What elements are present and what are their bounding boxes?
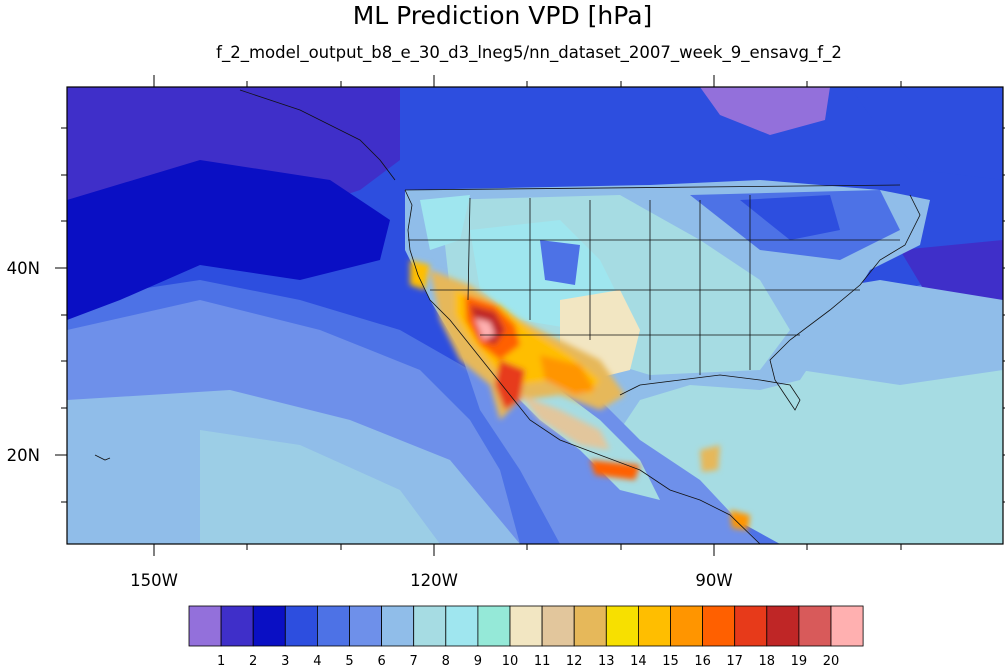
colorbar-swatch	[670, 605, 703, 647]
colorbar-swatch	[798, 605, 832, 647]
lat-label-40n: 40N	[6, 259, 40, 278]
colorbar-swatch	[509, 605, 543, 647]
colorbar-tick-label: 5	[345, 654, 354, 669]
colorbar-swatch	[381, 605, 415, 647]
lat-label-20n: 20N	[6, 446, 40, 465]
colorbar	[188, 605, 864, 647]
colorbar-tick-label: 16	[694, 654, 711, 669]
colorbar-tick-label: 10	[501, 654, 519, 669]
axis-ticks	[55, 75, 1005, 556]
colorbar-swatch	[252, 605, 286, 647]
colorbar-swatch	[413, 605, 447, 647]
colorbar-swatch	[541, 605, 575, 647]
colorbar-swatch	[284, 605, 318, 647]
colorbar-tick-label: 20	[822, 654, 840, 669]
colorbar-swatch	[477, 605, 511, 647]
colorbar-tick-label: 8	[441, 654, 450, 669]
colorbar-tick-label: 6	[377, 654, 386, 669]
colorbar-tick-label: 1	[216, 654, 226, 669]
colorbar-swatch	[445, 605, 479, 647]
colorbar-tick-label: 14	[630, 654, 647, 669]
colorbar-tick-label: 13	[598, 654, 615, 669]
map-subtitle: f_2_model_output_b8_e_30_d3_lneg5/nn_dat…	[216, 43, 842, 62]
colorbar-swatch	[605, 605, 639, 647]
colorbar-swatch	[638, 605, 671, 647]
coastlines-and-borders	[94, 89, 921, 544]
vpd-field	[67, 87, 1003, 544]
colorbar-tick-label: 3	[281, 654, 290, 669]
colorbar-tick-label: 15	[662, 654, 679, 669]
colorbar-tick-label: 7	[409, 654, 418, 669]
colorbar-tick-label: 12	[565, 654, 583, 669]
colorbar-tick-label: 4	[313, 654, 322, 669]
colorbar-tick-label: 11	[533, 654, 551, 669]
colorbar-swatch	[188, 605, 222, 647]
colorbar-swatch	[702, 605, 736, 647]
colorbar-tick-label: 9	[473, 654, 483, 669]
lon-label-120w: 120W	[410, 571, 458, 590]
colorbar-tick-label: 2	[249, 654, 258, 669]
colorbar-tick-label: 19	[790, 654, 808, 669]
map-title: ML Prediction VPD [hPa]	[352, 1, 653, 30]
colorbar-swatch	[830, 605, 864, 647]
lon-label-150w: 150W	[130, 571, 178, 590]
colorbar-swatch	[316, 605, 350, 647]
lon-label-90w: 90W	[695, 571, 733, 590]
colorbar-swatch	[734, 605, 768, 647]
colorbar-tick-label: 18	[758, 654, 776, 669]
colorbar-swatch	[349, 605, 382, 647]
colorbar-swatch	[766, 605, 800, 647]
colorbar-tick-label: 17	[726, 654, 743, 669]
colorbar-swatch	[220, 605, 254, 647]
colorbar-swatch	[573, 605, 607, 647]
